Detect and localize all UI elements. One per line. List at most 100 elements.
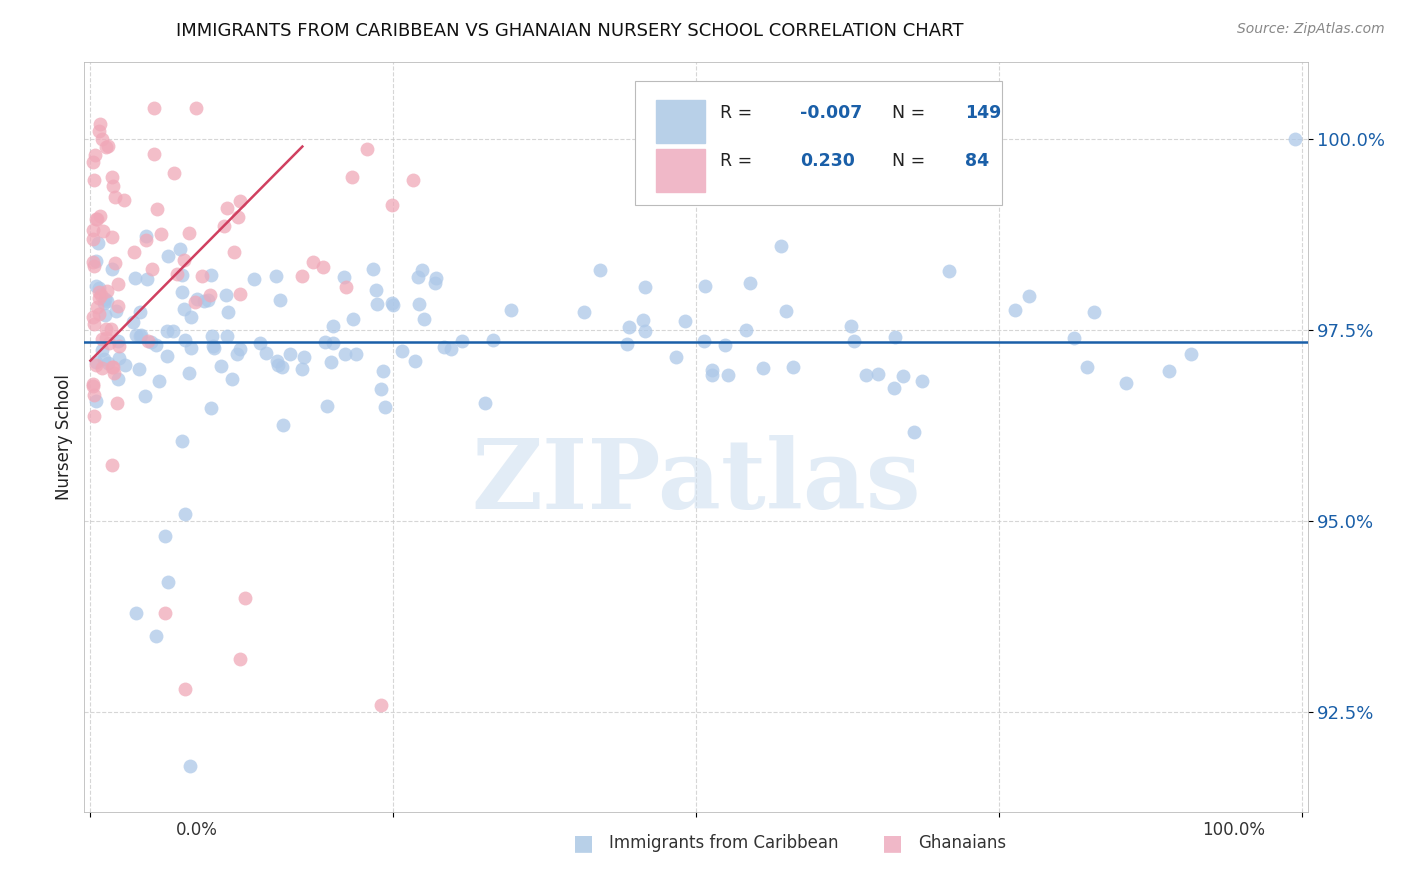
Point xyxy=(101,359,124,374)
Point xyxy=(134,229,156,244)
Point xyxy=(82,223,104,237)
Point xyxy=(1063,331,1085,345)
Point xyxy=(214,219,236,233)
Point xyxy=(101,178,124,193)
Point xyxy=(702,368,724,383)
Point xyxy=(209,359,232,373)
Point xyxy=(89,124,111,138)
Point xyxy=(121,315,143,329)
Point xyxy=(215,329,238,343)
Point xyxy=(938,264,960,278)
Point xyxy=(107,334,129,348)
Point xyxy=(82,255,104,269)
Point xyxy=(197,293,219,307)
Point xyxy=(841,319,863,334)
Point xyxy=(381,298,404,312)
Point xyxy=(769,238,792,252)
Point xyxy=(91,343,114,357)
Point xyxy=(911,374,934,388)
Point xyxy=(186,101,208,115)
Point xyxy=(311,260,333,274)
Point xyxy=(145,338,167,352)
Point xyxy=(201,328,224,343)
Point xyxy=(228,652,250,666)
Point xyxy=(228,286,250,301)
Point xyxy=(243,271,266,285)
Point xyxy=(222,245,245,260)
Point xyxy=(226,347,249,361)
Point xyxy=(107,372,129,386)
Point xyxy=(173,301,195,316)
Point xyxy=(156,349,179,363)
Point xyxy=(101,359,124,374)
Point xyxy=(1157,364,1180,378)
Point xyxy=(716,368,738,382)
Point xyxy=(342,311,364,326)
Point xyxy=(695,279,717,293)
Text: ZIPatlas: ZIPatlas xyxy=(471,435,921,529)
Point xyxy=(157,575,180,590)
Point xyxy=(93,292,115,306)
Point xyxy=(108,339,131,353)
Point xyxy=(333,347,356,361)
Point xyxy=(98,335,121,350)
Point xyxy=(291,362,314,376)
Point xyxy=(1115,376,1137,390)
Point xyxy=(278,347,301,361)
Point xyxy=(1083,305,1105,319)
Point xyxy=(135,272,157,286)
Point xyxy=(86,393,108,408)
Text: -0.007: -0.007 xyxy=(800,103,862,121)
Point xyxy=(408,297,430,311)
Point xyxy=(157,249,180,263)
Point xyxy=(291,269,314,284)
Point xyxy=(423,276,446,290)
Point xyxy=(89,209,111,223)
Point xyxy=(481,333,503,347)
Point xyxy=(673,314,696,328)
Point xyxy=(314,335,336,350)
Point xyxy=(366,284,388,298)
Point xyxy=(86,355,108,369)
Point xyxy=(842,334,865,349)
Point xyxy=(713,338,735,352)
Y-axis label: Nursery School: Nursery School xyxy=(55,374,73,500)
Point xyxy=(125,606,148,620)
Point xyxy=(1076,359,1098,374)
Point xyxy=(425,271,447,285)
Point xyxy=(903,425,925,439)
Point xyxy=(84,212,107,227)
Point xyxy=(122,245,145,260)
Point xyxy=(229,342,252,356)
Point xyxy=(105,303,128,318)
Point xyxy=(184,295,207,310)
Point xyxy=(93,351,115,366)
Point xyxy=(84,358,107,372)
FancyBboxPatch shape xyxy=(636,81,1002,205)
Point xyxy=(782,360,804,375)
Point xyxy=(229,194,252,208)
Point xyxy=(172,268,194,282)
Point xyxy=(172,434,194,449)
Point xyxy=(221,372,243,386)
Text: N =: N = xyxy=(891,153,931,170)
Point xyxy=(135,233,157,247)
Point xyxy=(322,318,344,333)
Point xyxy=(370,698,392,712)
Text: Immigrants from Caribbean: Immigrants from Caribbean xyxy=(609,834,838,853)
Point xyxy=(198,287,221,301)
Point xyxy=(734,323,756,337)
Point xyxy=(148,374,170,388)
Point xyxy=(1180,347,1202,361)
Point xyxy=(855,368,877,382)
Point xyxy=(370,383,392,397)
Point xyxy=(381,296,404,310)
Point xyxy=(82,310,104,324)
Point xyxy=(136,334,159,349)
Point xyxy=(391,343,413,358)
Point xyxy=(381,198,404,212)
Text: ■: ■ xyxy=(883,833,903,854)
Point xyxy=(134,389,156,403)
Point xyxy=(373,364,395,378)
Point xyxy=(91,332,114,346)
